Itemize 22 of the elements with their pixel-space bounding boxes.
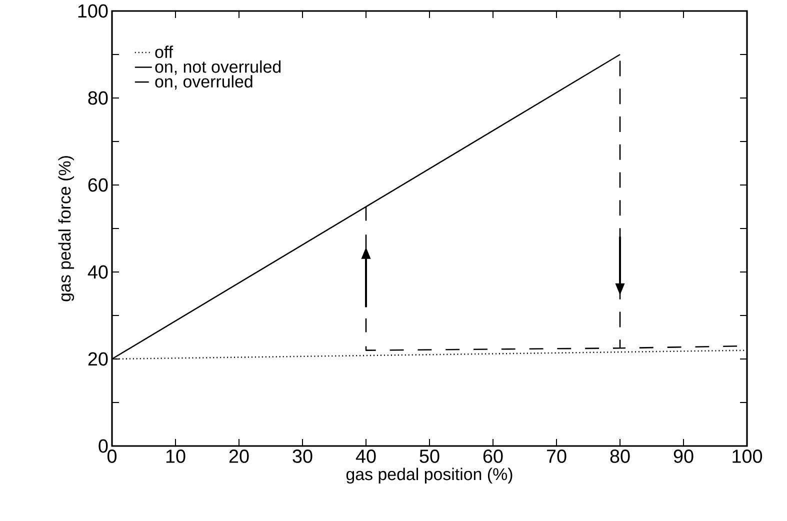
x-tick-label: 40 bbox=[356, 450, 376, 463]
y-tick-label: 60 bbox=[88, 178, 108, 192]
y-tick-label: 100 bbox=[78, 4, 108, 18]
x-tick-label: 90 bbox=[674, 450, 694, 463]
legend-label: on, not overruled bbox=[155, 60, 281, 75]
x-tick-label: 50 bbox=[420, 450, 440, 463]
legend-label: off bbox=[155, 46, 174, 58]
y-axis-title: gas pedal force (%) bbox=[58, 156, 74, 302]
y-tick-label: 80 bbox=[88, 91, 108, 105]
y-tick-label: 40 bbox=[88, 265, 108, 279]
x-tick-label: 30 bbox=[292, 450, 312, 463]
x-axis-title: gas pedal position (%) bbox=[346, 468, 512, 484]
y-tick-label: 0 bbox=[98, 439, 108, 453]
x-tick-label: 0 bbox=[107, 450, 117, 463]
y-tick-label: 20 bbox=[88, 352, 108, 366]
x-tick-label: 70 bbox=[546, 450, 566, 463]
x-tick-label: 60 bbox=[483, 450, 503, 463]
x-tick-label: 100 bbox=[732, 450, 762, 463]
legend-label: on, overruled bbox=[155, 75, 252, 90]
x-tick-label: 20 bbox=[229, 450, 249, 463]
x-tick-label: 80 bbox=[610, 450, 630, 463]
x-tick-label: 10 bbox=[166, 450, 186, 463]
